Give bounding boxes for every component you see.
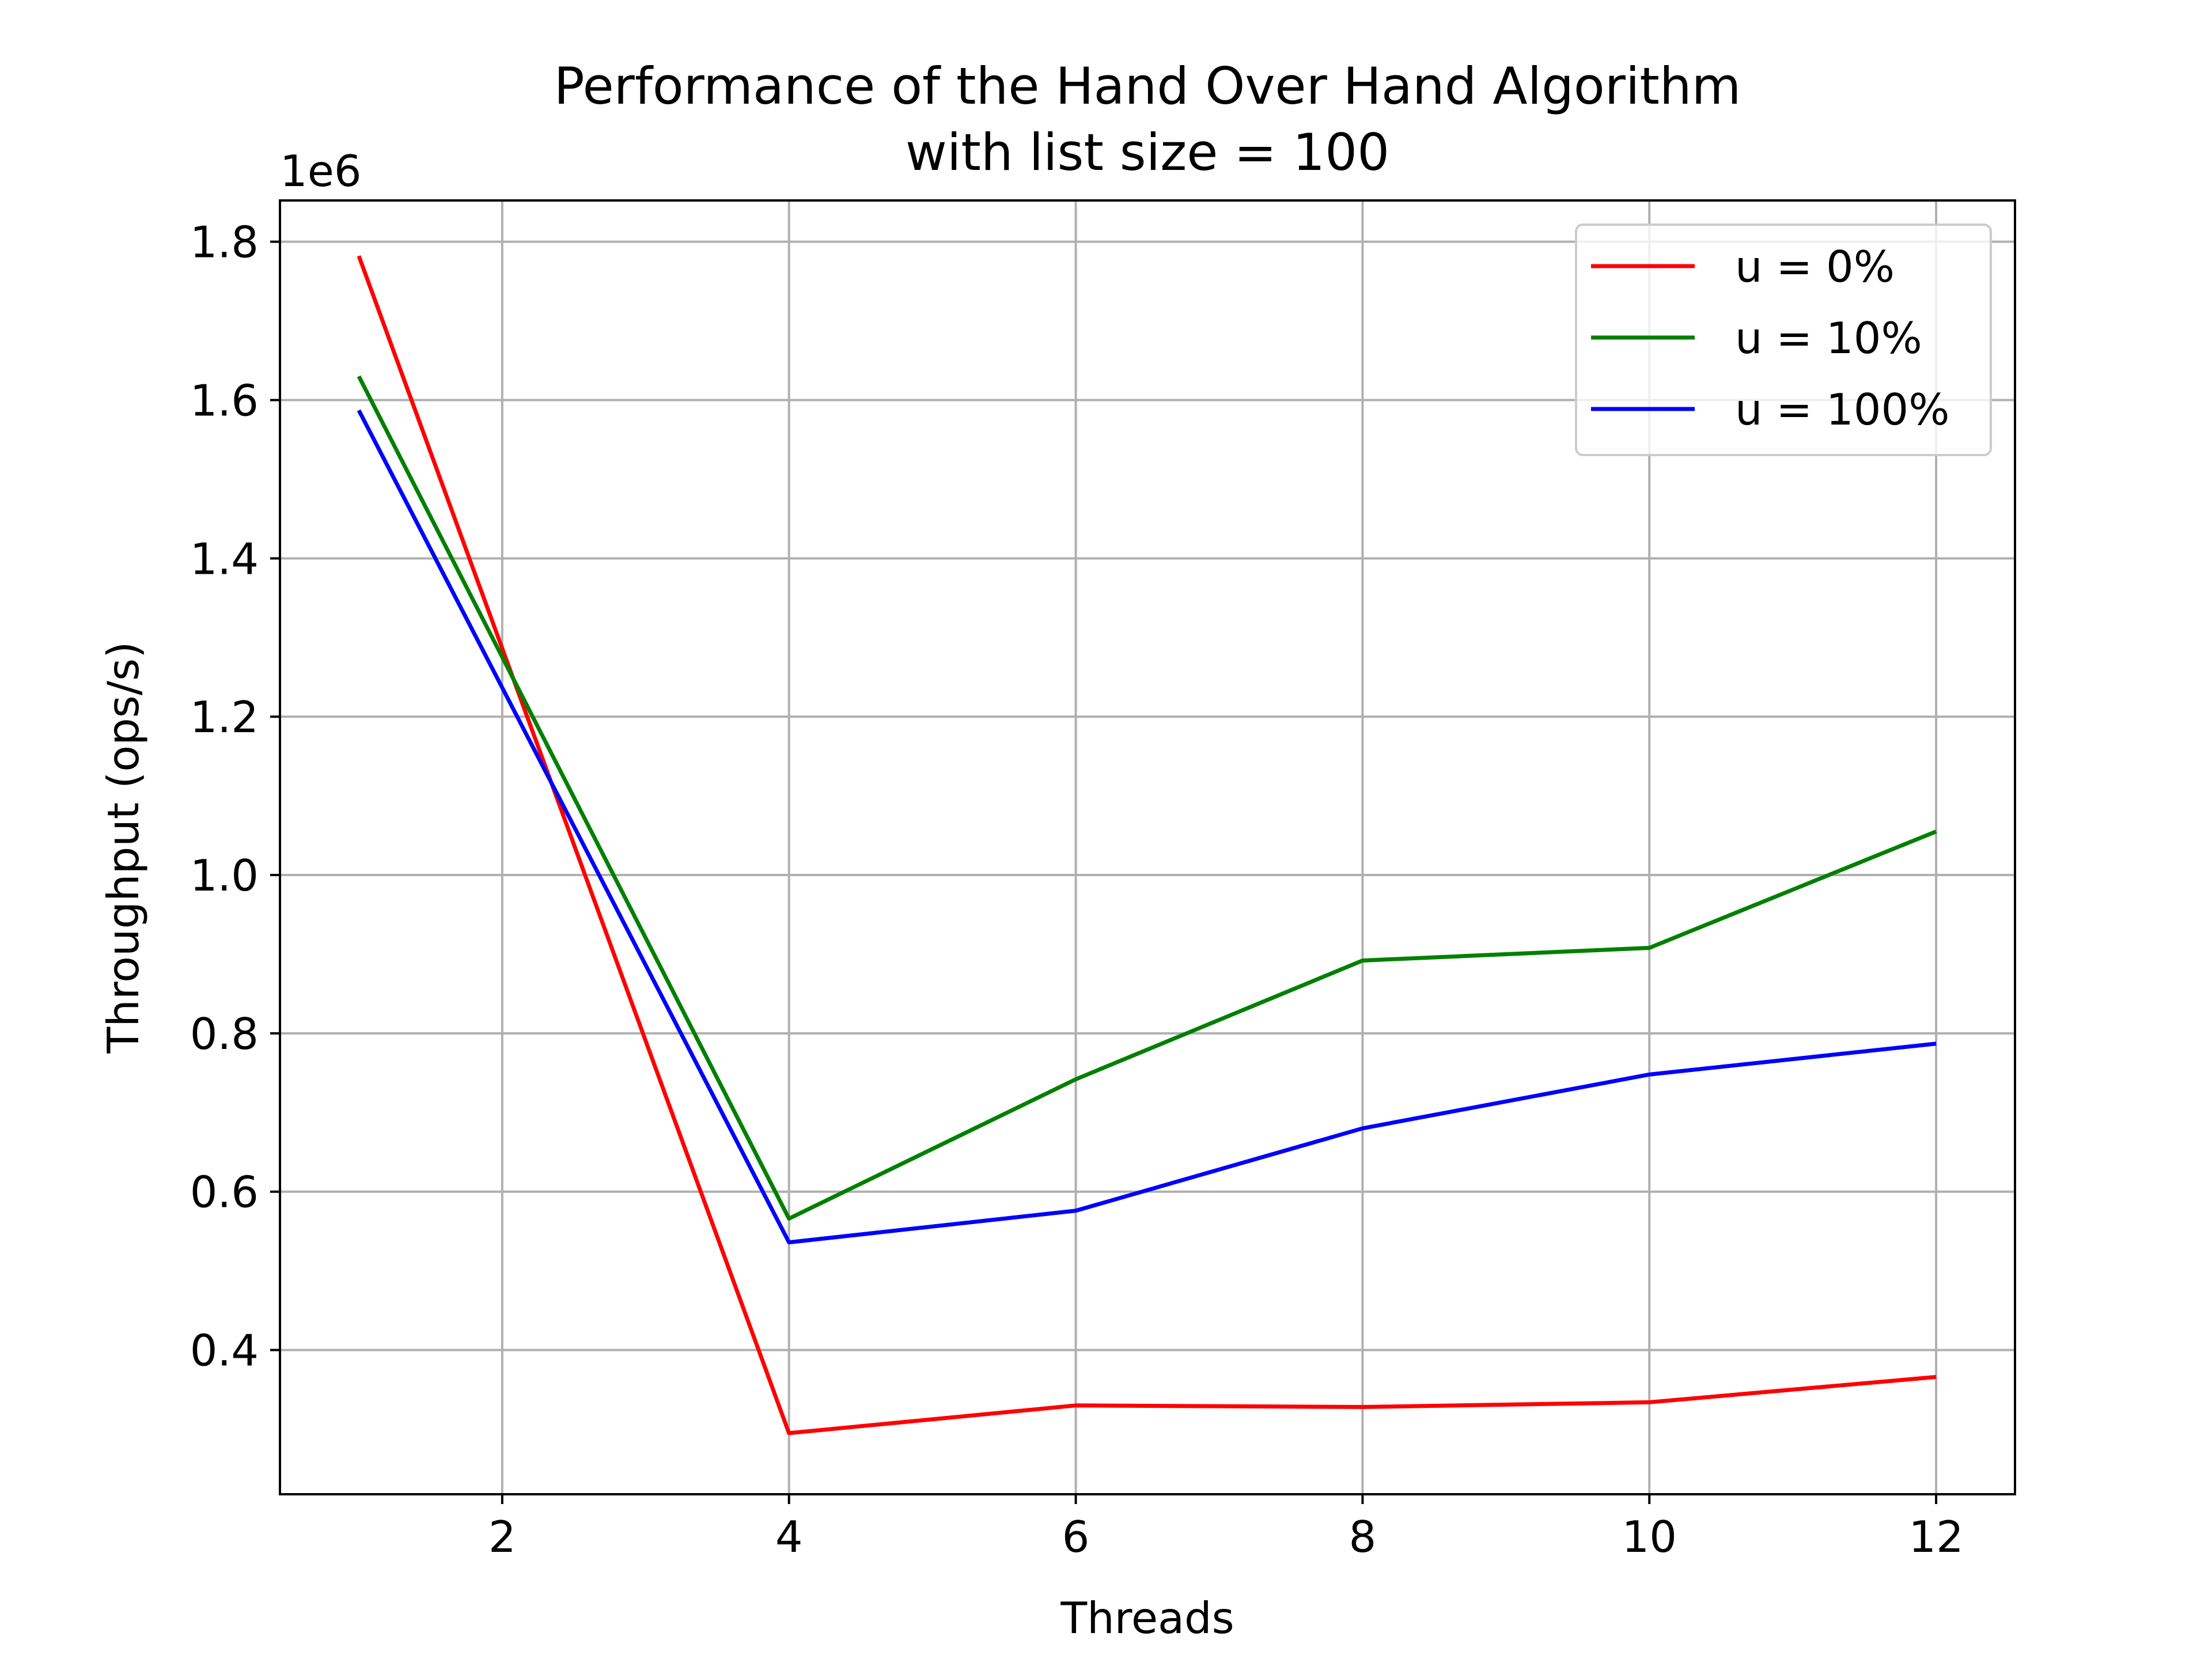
- grid-lines: [280, 200, 2015, 1494]
- chart-title-line2: with list size = 100: [906, 123, 1389, 182]
- y-tick-label: 0.4: [190, 1325, 259, 1376]
- y-tick-label: 1.4: [190, 533, 259, 584]
- legend-entries: u = 0% u = 10% u = 100%: [1591, 241, 1949, 435]
- series-line-3: [357, 409, 1937, 1245]
- x-tick-label: 10: [1622, 1512, 1677, 1562]
- series-lines: [357, 255, 1937, 1435]
- y-axis-offset-label: 1e6: [280, 146, 362, 196]
- y-axis-label: Throughput (ops/s): [98, 642, 149, 1054]
- plot-area-frame: [279, 199, 2016, 1495]
- legend-box: [1575, 224, 1992, 456]
- y-axis-ticks: 0.4 0.6 0.8 1.0 1.2 1.4 1.6 1.8: [190, 217, 280, 1376]
- y-tick-label: 1.6: [190, 375, 259, 426]
- x-axis-ticks: 2 4 6 8 10 12: [488, 1494, 1964, 1562]
- legend-label-3: u = 100%: [1735, 384, 1949, 435]
- x-tick-label: 6: [1062, 1512, 1090, 1562]
- x-tick-label: 8: [1349, 1512, 1377, 1562]
- chart-title-line1: Performance of the Hand Over Hand Algori…: [554, 56, 1741, 116]
- y-tick-label: 0.6: [190, 1167, 259, 1218]
- x-tick-label: 12: [1908, 1512, 1963, 1562]
- y-tick-label: 1.0: [190, 850, 259, 901]
- series-line-2: [357, 375, 1937, 1221]
- x-tick-label: 4: [775, 1512, 803, 1562]
- legend: u = 0% u = 10% u = 100%: [1575, 224, 1992, 456]
- series-line-1: [357, 255, 1937, 1435]
- x-axis-label: Threads: [1060, 1593, 1234, 1643]
- y-tick-label: 0.8: [190, 1009, 259, 1059]
- legend-label-1: u = 0%: [1735, 241, 1895, 292]
- y-tick-label: 1.8: [190, 217, 259, 268]
- x-tick-label: 2: [488, 1512, 516, 1562]
- legend-label-2: u = 10%: [1735, 313, 1922, 363]
- y-tick-label: 1.2: [190, 692, 259, 743]
